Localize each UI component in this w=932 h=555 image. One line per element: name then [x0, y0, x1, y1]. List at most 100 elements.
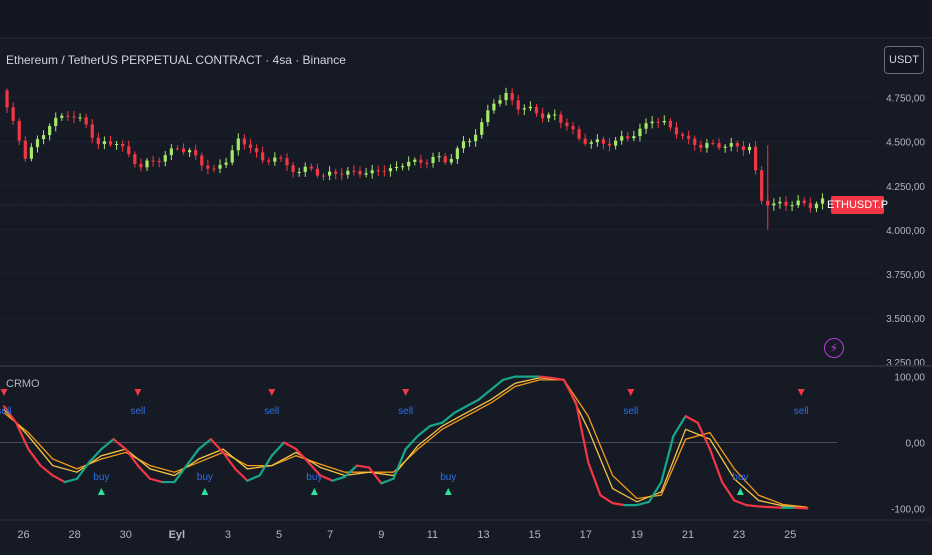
candle-body[interactable]: [419, 159, 423, 163]
candle-body[interactable]: [145, 160, 149, 168]
candle-body[interactable]: [760, 170, 764, 201]
candle-body[interactable]: [510, 92, 514, 101]
candle-body[interactable]: [522, 108, 526, 110]
candle-body[interactable]: [607, 143, 612, 146]
candle-body[interactable]: [814, 203, 819, 209]
candle-body[interactable]: [601, 139, 606, 144]
candle-body[interactable]: [181, 148, 186, 153]
candle-body[interactable]: [279, 157, 283, 159]
candle-body[interactable]: [547, 114, 551, 119]
candle-body[interactable]: [23, 140, 27, 159]
candle-body[interactable]: [382, 170, 386, 172]
candle-body[interactable]: [96, 137, 100, 145]
candle-body[interactable]: [297, 171, 301, 173]
candle-body[interactable]: [589, 142, 593, 144]
candle-body[interactable]: [236, 138, 240, 151]
candle-body[interactable]: [212, 168, 216, 170]
candle-body[interactable]: [425, 162, 429, 164]
candle-body[interactable]: [565, 122, 569, 127]
candle-body[interactable]: [133, 154, 137, 164]
candle-body[interactable]: [662, 120, 666, 123]
indicator-name[interactable]: CRMO: [6, 378, 40, 390]
candle-body[interactable]: [370, 170, 374, 174]
candle-body[interactable]: [194, 150, 198, 156]
candle-body[interactable]: [778, 201, 782, 204]
candle-body[interactable]: [528, 106, 533, 109]
candle-body[interactable]: [242, 138, 246, 145]
candle-body[interactable]: [449, 158, 453, 163]
candle-body[interactable]: [431, 156, 435, 163]
candle-body[interactable]: [705, 143, 709, 148]
candle-body[interactable]: [504, 92, 508, 101]
candle-body[interactable]: [516, 100, 520, 110]
candle-body[interactable]: [315, 168, 320, 176]
candle-body[interactable]: [127, 146, 131, 155]
candle-body[interactable]: [747, 146, 752, 151]
candle-body[interactable]: [480, 122, 484, 135]
symbol-title[interactable]: Ethereum / TetherUS PERPETUAL CONTRACT ·…: [6, 53, 346, 67]
candle-body[interactable]: [157, 160, 161, 162]
candle-body[interactable]: [224, 162, 228, 165]
candle-body[interactable]: [248, 144, 253, 149]
candle-body[interactable]: [723, 146, 727, 148]
candle-body[interactable]: [413, 159, 417, 162]
candle-body[interactable]: [48, 126, 52, 136]
candle-body[interactable]: [802, 200, 806, 204]
candle-body[interactable]: [437, 156, 441, 158]
candle-body[interactable]: [808, 203, 812, 209]
candle-body[interactable]: [188, 150, 192, 153]
candle-body[interactable]: [17, 120, 21, 141]
candle-body[interactable]: [735, 143, 739, 147]
candle-body[interactable]: [364, 173, 368, 175]
candle-body[interactable]: [626, 136, 630, 139]
candle-body[interactable]: [687, 135, 691, 139]
candle-body[interactable]: [656, 121, 660, 123]
candle-body[interactable]: [638, 128, 642, 137]
candle-body[interactable]: [455, 148, 459, 159]
candle-body[interactable]: [790, 205, 794, 207]
candle-body[interactable]: [267, 160, 271, 162]
candle-body[interactable]: [467, 141, 472, 143]
candle-body[interactable]: [35, 139, 40, 148]
candle-body[interactable]: [443, 156, 447, 163]
candle-body[interactable]: [486, 110, 490, 123]
candle-body[interactable]: [559, 114, 563, 123]
candle-body[interactable]: [200, 155, 204, 166]
candle-body[interactable]: [206, 165, 210, 169]
candle-body[interactable]: [741, 146, 746, 151]
candle-body[interactable]: [66, 115, 70, 117]
candle-body[interactable]: [699, 144, 703, 148]
candle-body[interactable]: [498, 100, 502, 104]
candle-body[interactable]: [693, 138, 697, 145]
candle-body[interactable]: [729, 143, 733, 147]
candle-body[interactable]: [461, 141, 466, 149]
candle-body[interactable]: [175, 148, 180, 150]
candle-body[interactable]: [151, 160, 155, 162]
candle-body[interactable]: [595, 139, 599, 143]
candle-body[interactable]: [78, 117, 82, 119]
candle-body[interactable]: [668, 120, 672, 128]
candle-body[interactable]: [309, 166, 313, 169]
candle-body[interactable]: [674, 127, 679, 135]
candle-body[interactable]: [72, 116, 76, 118]
candle-body[interactable]: [553, 114, 557, 116]
candle-body[interactable]: [60, 115, 64, 118]
candle-body[interactable]: [650, 121, 654, 124]
candle-body[interactable]: [577, 129, 581, 139]
candle-body[interactable]: [340, 173, 344, 175]
candle-body[interactable]: [644, 123, 648, 129]
candle-body[interactable]: [230, 150, 234, 163]
candle-body[interactable]: [121, 143, 125, 147]
candle-body[interactable]: [273, 157, 277, 162]
candle-body[interactable]: [680, 134, 685, 136]
candle-body[interactable]: [303, 166, 307, 172]
candle-body[interactable]: [492, 103, 496, 111]
candle-body[interactable]: [11, 107, 15, 121]
candle-body[interactable]: [346, 170, 350, 175]
lightning-icon[interactable]: ⚡: [824, 338, 844, 358]
candle-body[interactable]: [534, 106, 539, 114]
candle-body[interactable]: [394, 166, 399, 169]
candle-body[interactable]: [163, 155, 167, 162]
